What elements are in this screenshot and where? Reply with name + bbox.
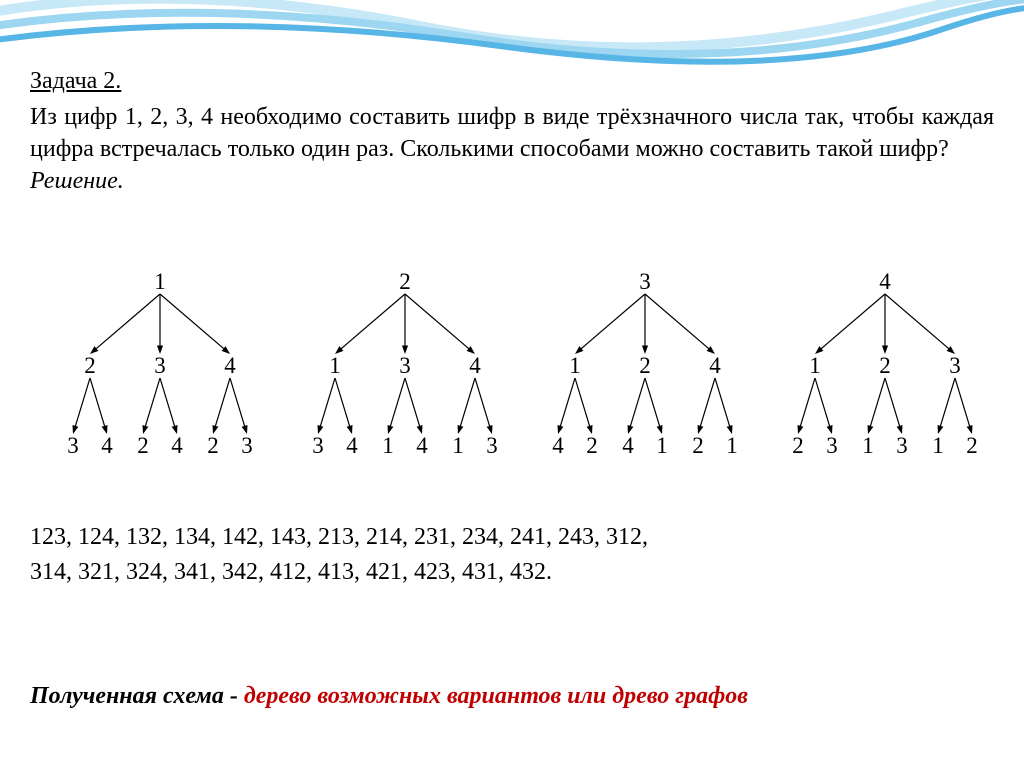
- tree-leaf: 1: [382, 433, 394, 459]
- tree-leaf: 2: [586, 433, 598, 459]
- task-block: Задача 2. Из цифр 1, 2, 3, 4 необходимо …: [30, 68, 994, 195]
- tree-leaf: 3: [826, 433, 838, 459]
- tree-root: 1: [154, 269, 166, 295]
- tree-2: 2134341413: [290, 260, 520, 480]
- tree-leaf: 3: [486, 433, 498, 459]
- tree-mid: 1: [329, 353, 341, 379]
- tree-leaf: 4: [171, 433, 183, 459]
- tree-leaf: 2: [792, 433, 804, 459]
- conclusion: Полученная схема - дерево возможных вари…: [30, 680, 994, 712]
- tree-mid: 2: [639, 353, 651, 379]
- tree-leaf: 4: [416, 433, 428, 459]
- tree-mid: 4: [709, 353, 721, 379]
- tree-4: 4123231312: [770, 260, 1000, 480]
- tree-leaf: 4: [552, 433, 564, 459]
- tree-3: 3124424121: [530, 260, 760, 480]
- tree-leaf: 3: [312, 433, 324, 459]
- tree-mid: 3: [949, 353, 961, 379]
- tree-leaf: 3: [241, 433, 253, 459]
- conclusion-lead: Полученная схема -: [30, 683, 244, 709]
- tree-leaf: 1: [932, 433, 944, 459]
- tree-root: 3: [639, 269, 651, 295]
- tree-mid: 1: [569, 353, 581, 379]
- page: Задача 2. Из цифр 1, 2, 3, 4 необходимо …: [0, 0, 1024, 768]
- tree-leaf: 3: [896, 433, 908, 459]
- tree-mid: 4: [469, 353, 481, 379]
- tree-leaf: 4: [101, 433, 113, 459]
- tree-leaf: 4: [346, 433, 358, 459]
- tree-leaf: 4: [622, 433, 634, 459]
- enum-line: 314, 321, 324, 341, 342, 412, 413, 421, …: [30, 559, 552, 585]
- tree-1: 1234342423: [45, 260, 275, 480]
- conclusion-highlight: дерево возможных вариантов или древо гра…: [244, 683, 748, 709]
- tree-leaf: 1: [726, 433, 738, 459]
- tree-leaf: 2: [692, 433, 704, 459]
- tree-mid: 3: [154, 353, 166, 379]
- tree-leaf: 2: [137, 433, 149, 459]
- tree-mid: 3: [399, 353, 411, 379]
- trees-area: 1234342423213434141331244241214123231312: [0, 260, 1024, 500]
- tree-leaf: 1: [452, 433, 464, 459]
- tree-mid: 4: [224, 353, 236, 379]
- tree-leaf: 1: [656, 433, 668, 459]
- tree-leaf: 1: [862, 433, 874, 459]
- tree-mid: 2: [879, 353, 891, 379]
- task-title: Задача 2.: [30, 68, 994, 95]
- task-text: Из цифр 1, 2, 3, 4 необходимо составить …: [30, 101, 994, 166]
- enumeration: 123, 124, 132, 134, 142, 143, 213, 214, …: [30, 520, 994, 590]
- tree-leaf: 2: [207, 433, 219, 459]
- tree-leaf: 2: [966, 433, 978, 459]
- tree-mid: 2: [84, 353, 96, 379]
- enum-line: 123, 124, 132, 134, 142, 143, 213, 214, …: [30, 524, 648, 550]
- tree-leaf: 3: [67, 433, 79, 459]
- tree-root: 4: [879, 269, 891, 295]
- tree-root: 2: [399, 269, 411, 295]
- solution-label: Решение.: [30, 168, 994, 195]
- tree-mid: 1: [809, 353, 821, 379]
